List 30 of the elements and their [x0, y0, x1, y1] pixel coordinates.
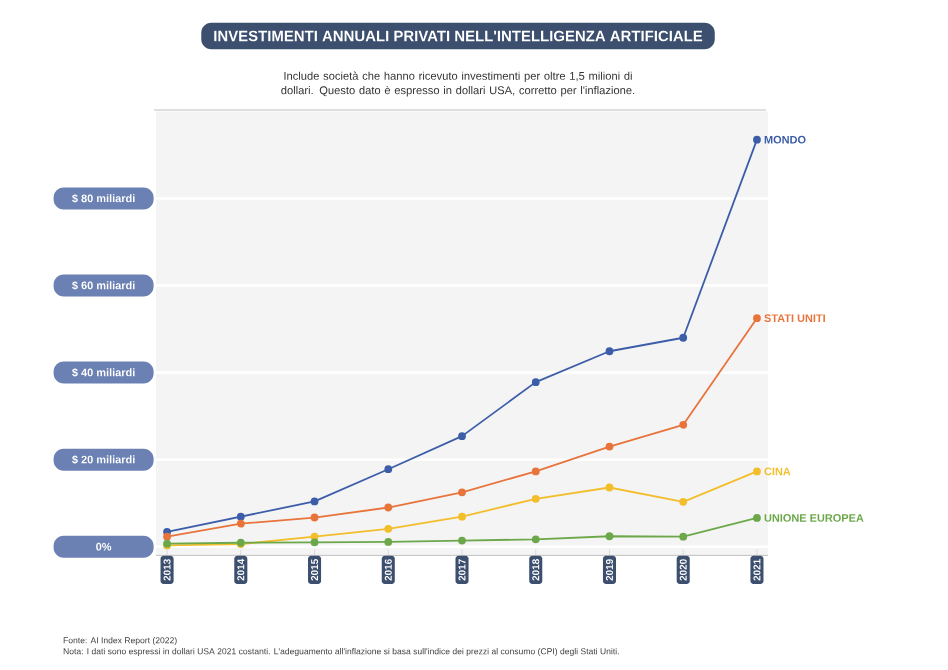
point [605, 347, 614, 356]
point [679, 497, 688, 506]
point [384, 538, 393, 546]
point [679, 420, 688, 429]
point [679, 532, 688, 541]
point [605, 442, 614, 451]
point [236, 519, 245, 528]
point [384, 465, 393, 474]
point [753, 314, 761, 323]
point [310, 497, 319, 506]
point [531, 494, 540, 503]
point [531, 535, 540, 544]
point [163, 532, 171, 541]
point [236, 512, 245, 521]
point [310, 513, 319, 522]
point [679, 333, 688, 342]
point [384, 503, 393, 512]
point [458, 536, 466, 545]
point [531, 378, 540, 387]
point [605, 532, 614, 541]
point [384, 524, 393, 533]
point [458, 488, 466, 497]
point [531, 467, 540, 476]
point [605, 483, 614, 492]
point [753, 135, 761, 144]
point [458, 512, 466, 521]
point [753, 467, 761, 476]
point [458, 432, 466, 441]
point [310, 538, 319, 547]
point [753, 514, 761, 522]
